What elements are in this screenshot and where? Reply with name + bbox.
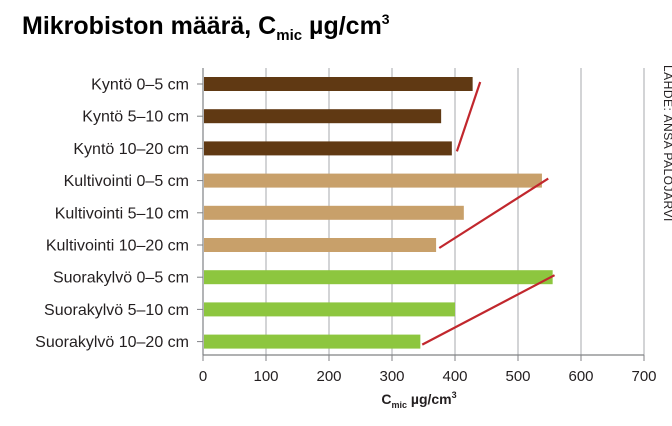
trend-line <box>421 274 556 346</box>
category-label: Kyntö 10–20 cm <box>73 141 189 158</box>
x-tick-label: 700 <box>631 368 656 385</box>
category-label: Kultivointi 0–5 cm <box>64 173 189 190</box>
category-label: Suorakylvö 0–5 cm <box>53 270 189 287</box>
category-label: Kultivointi 10–20 cm <box>46 238 189 255</box>
plot-area: 0 100 200 300 400 500 600 700 Kyntö 0–5 cm Kyntö … <box>35 68 657 385</box>
trend-line <box>455 81 482 152</box>
bar <box>204 238 437 252</box>
bar <box>204 109 442 124</box>
bar <box>204 141 452 156</box>
source-note: LÄHDE: ANSA PALOJÄRVI <box>661 65 672 222</box>
bar <box>204 173 542 188</box>
x-axis-label: Cmic µg/cm3 <box>381 390 456 410</box>
category-label: Suorakylvö 5–10 cm <box>44 302 189 319</box>
bar <box>204 302 455 317</box>
x-tick-label: 500 <box>505 368 530 385</box>
x-tick-label: 200 <box>316 368 341 385</box>
trend-line <box>438 177 549 249</box>
chart-title: Mikrobiston määrä, Cmic µg/cm3 <box>22 11 390 44</box>
category-label: Kyntö 5–10 cm <box>82 109 189 126</box>
bar <box>204 334 421 349</box>
bar <box>204 77 473 91</box>
x-tick-label: 300 <box>379 368 404 385</box>
bar <box>204 205 464 220</box>
category-label: Suorakylvö 10–20 cm <box>35 334 189 351</box>
x-tick-label: 400 <box>442 368 467 385</box>
category-label: Kyntö 0–5 cm <box>91 77 189 94</box>
x-tick-label: 0 <box>199 368 207 385</box>
x-tick-label: 600 <box>568 368 593 385</box>
category-label: Kultivointi 5–10 cm <box>55 205 189 222</box>
bar <box>204 270 553 285</box>
x-tick-label: 100 <box>253 368 278 385</box>
